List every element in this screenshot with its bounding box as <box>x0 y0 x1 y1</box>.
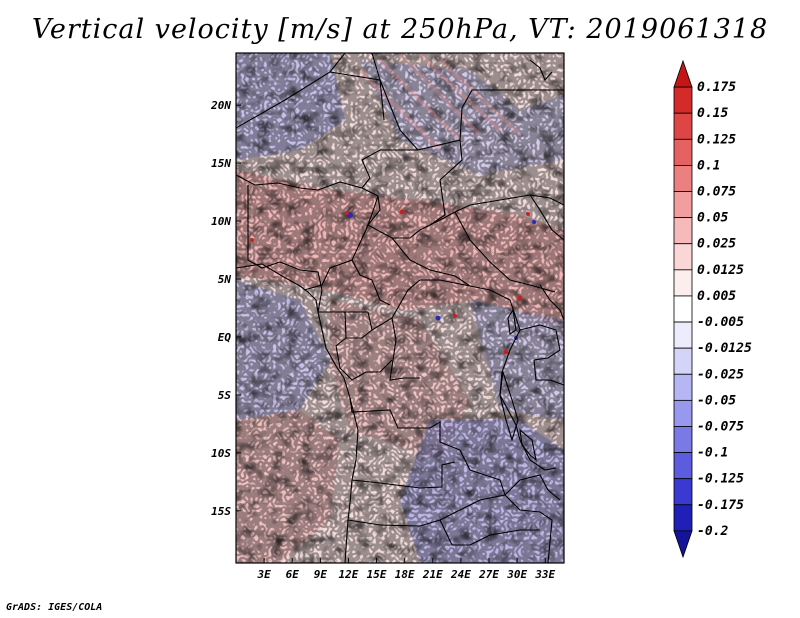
lon-tick-label: 18E <box>395 568 415 581</box>
colorbar-label: 0.125 <box>697 132 736 147</box>
longitude-axis: 3E 6E 9E 12E 15E 18E 21E 24E 27E 30E 33E <box>256 558 556 581</box>
lat-tick-label: EQ <box>218 331 232 344</box>
lat-tick-label: 5N <box>218 273 232 286</box>
colorbar-label: -0.175 <box>697 498 744 513</box>
colorbar-swatch <box>673 530 693 559</box>
colorbar-swatch <box>673 452 693 480</box>
colorbar-label: -0.025 <box>697 367 744 382</box>
colorbar-swatch <box>673 347 693 375</box>
lat-tick-label: 20N <box>210 99 231 112</box>
colorbar-swatch <box>673 399 693 427</box>
lat-tick-label: 10S <box>211 447 231 460</box>
colorbar-swatch <box>673 243 693 271</box>
lon-tick-label: 27E <box>478 568 499 581</box>
lat-tick-label: 10N <box>211 215 231 228</box>
colorbar: 0.175 0.15 0.125 0.1 0.075 0.05 0.025 0.0125 0.0… <box>673 59 752 559</box>
colorbar-swatch <box>673 138 693 166</box>
colorbar-swatch <box>673 504 693 532</box>
colorbar-label: -0.2 <box>697 524 728 539</box>
colorbar-label: -0.125 <box>697 472 744 487</box>
country-borders <box>236 53 564 563</box>
lon-tick-label: 15E <box>367 568 387 581</box>
colorbar-label: 0.075 <box>697 185 736 200</box>
map-frame <box>235 52 565 564</box>
colorbar-swatch <box>673 478 693 506</box>
colorbar-swatch <box>673 191 693 219</box>
colorbar-swatch <box>673 426 693 453</box>
colorbar-swatch <box>673 112 693 140</box>
colorbar-swatch <box>673 321 693 349</box>
colorbar-label: 0.1 <box>697 158 720 173</box>
lon-tick-label: 21E <box>422 568 443 581</box>
colorbar-swatch <box>673 59 693 88</box>
lon-tick-label: 9E <box>314 568 328 581</box>
lon-tick-label: 30E <box>506 568 527 581</box>
colorbar-swatch <box>673 165 693 192</box>
lon-tick-label: 24E <box>450 568 471 581</box>
colorbar-swatch <box>673 295 693 323</box>
colorbar-label: -0.0125 <box>697 341 752 356</box>
lon-tick-label: 6E <box>286 568 300 581</box>
lat-tick-label: 15S <box>211 505 231 518</box>
colorbar-swatch <box>673 217 693 245</box>
colorbar-label: 0.025 <box>697 237 736 252</box>
shaded-field <box>236 53 564 563</box>
lon-tick-label: 12E <box>339 568 359 581</box>
plot-title: Vertical velocity [m/s] at 250hPa, VT: 2… <box>31 14 769 45</box>
colorbar-label: 0.175 <box>697 80 736 95</box>
colorbar-swatch <box>673 269 693 297</box>
colorbar-label: 0.15 <box>697 106 728 121</box>
colorbar-swatch <box>673 373 693 401</box>
colorbar-label: -0.05 <box>697 393 736 408</box>
colorbar-label: 0.0125 <box>697 263 744 278</box>
grads-credit: GrADS: IGES/COLA <box>6 602 103 613</box>
latitude-axis: 20N 15N 10N 5N EQ 5S 10S 15S <box>210 99 241 518</box>
lat-tick-label: 5S <box>218 389 232 402</box>
lat-tick-label: 15N <box>211 157 231 170</box>
lon-tick-label: 3E <box>256 568 271 581</box>
colorbar-label: -0.075 <box>697 419 744 434</box>
colorbar-label: 0.05 <box>697 211 728 226</box>
colorbar-swatch <box>673 86 693 114</box>
colorbar-label: -0.1 <box>697 446 728 461</box>
colorbar-label: 0.005 <box>697 289 736 304</box>
lon-tick-label: 33E <box>534 568 555 581</box>
colorbar-label: -0.005 <box>697 315 744 330</box>
